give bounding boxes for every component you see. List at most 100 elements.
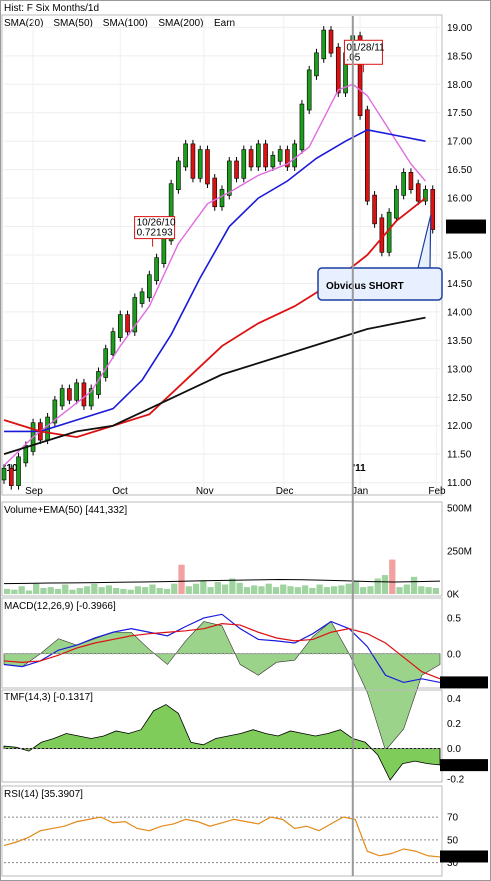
price-candle-19 xyxy=(139,291,145,304)
price-candle-25 xyxy=(183,143,188,168)
price-candle-30 xyxy=(219,189,225,208)
volume-bar-46 xyxy=(338,585,345,594)
volume-bar-1 xyxy=(11,589,18,594)
macd-y-axis: 0.5 0.0 -0.3966 xyxy=(440,613,488,689)
tmf-body xyxy=(3,704,441,781)
volume-bar-59 xyxy=(432,587,439,594)
macd-body xyxy=(3,613,441,752)
price-candle-54 xyxy=(394,189,399,219)
price-candle-37 xyxy=(270,154,276,168)
price-lines: 15.50 xyxy=(1,26,486,490)
volume-bar-16 xyxy=(120,588,127,594)
price-plot-frame xyxy=(1,14,443,496)
volume-bar-9 xyxy=(69,589,76,594)
price-ytick-13: 12.50 xyxy=(447,393,472,404)
volume-bar-19 xyxy=(142,587,149,594)
price-xtick-2: Nov xyxy=(196,486,214,497)
price-candle-58 xyxy=(423,189,428,202)
volume-bar-55 xyxy=(403,584,410,594)
price-legend: SMA(20) SMA(50) SMA(100) SMA(200) Earn xyxy=(4,18,235,29)
volume-bar-49 xyxy=(360,587,367,594)
volume-bar-29 xyxy=(214,581,221,594)
rsi-ytick-2: 30 xyxy=(447,858,459,869)
macd-line xyxy=(3,613,441,684)
price-candle-15 xyxy=(110,331,116,356)
price-candle-8 xyxy=(59,388,65,407)
price-candle-12 xyxy=(88,388,94,407)
price-ytick-3: 17.50 xyxy=(447,108,472,119)
legend-4: Earn xyxy=(214,18,235,29)
price-candle-16 xyxy=(117,314,123,338)
chart-title: Hist: F Six Months/1d xyxy=(4,3,99,14)
price-candle-40 xyxy=(292,143,297,168)
volume-panel: Volume+EMA(50) [441,332] 500M 250M 0K xyxy=(1,501,472,601)
rsi-line xyxy=(3,816,441,858)
volume-bar-52 xyxy=(381,575,389,594)
volume-bar-30 xyxy=(222,584,229,594)
tmf-ytick-0: 0.4 xyxy=(447,694,461,705)
rsi-last-tag xyxy=(440,850,488,863)
price-candle-26 xyxy=(190,143,196,179)
volume-bar-28 xyxy=(207,587,214,594)
macd-ytick-2: -0.3966 xyxy=(442,678,476,689)
last-price-label: 15.50 xyxy=(452,223,477,234)
macd-panel: MACD(12,26,9) [-0.3966] 0.5 0.0 -0.3966 xyxy=(1,597,488,752)
macd-ytick-0: 0.5 xyxy=(447,613,461,624)
macd-ytick-1: 0.0 xyxy=(447,649,461,660)
price-candle-10 xyxy=(74,382,79,401)
sma20-line xyxy=(3,83,427,467)
volume-bar-23 xyxy=(171,583,178,594)
volume-bar-33 xyxy=(243,587,251,594)
price-ytick-15: 11.50 xyxy=(447,450,472,461)
price-candle-50 xyxy=(365,109,370,202)
price-candle-3 xyxy=(23,445,29,464)
price-candle-59 xyxy=(430,189,436,230)
macd-last-tag xyxy=(440,676,488,689)
volume-bar-5 xyxy=(40,587,47,594)
earn-note-text-0-0: 10/26/10 xyxy=(137,218,176,229)
price-candle-36 xyxy=(263,143,268,168)
volume-bar-7 xyxy=(54,588,62,594)
price-ytick-6: 16.00 xyxy=(447,194,472,205)
price-candle-2 xyxy=(16,456,21,486)
legend-2: SMA(100) xyxy=(103,18,148,29)
volume-bar-31 xyxy=(229,578,236,594)
price-candle-22 xyxy=(161,234,167,264)
volume-bar-54 xyxy=(396,587,403,594)
price-candle-39 xyxy=(285,149,290,168)
volume-bar-4 xyxy=(33,583,40,594)
tmf-panel: TMF(14,3) [-0.1317] 0.4 0.2 0.0 -0.1317 -0.2 xyxy=(1,689,488,786)
volume-bar-43 xyxy=(316,584,323,594)
volume-bar-22 xyxy=(163,588,171,594)
rsi-plot-frame xyxy=(1,785,443,877)
price-ytick-4: 17.00 xyxy=(447,137,472,148)
macd-signal-line xyxy=(3,623,441,680)
price-candle-33 xyxy=(241,149,247,179)
macd-plot-frame xyxy=(1,597,443,689)
year-mark-1: '11 xyxy=(353,463,366,474)
volume-bar-8 xyxy=(62,584,69,594)
volume-bar-12 xyxy=(91,583,98,594)
volume-bar-10 xyxy=(76,587,83,594)
price-candle-46 xyxy=(335,46,341,94)
volume-bar-32 xyxy=(236,582,243,594)
price-candle-31 xyxy=(226,160,232,196)
volume-bar-25 xyxy=(185,586,192,594)
price-candle-7 xyxy=(52,399,58,424)
volume-bar-20 xyxy=(149,584,156,594)
legend-0: SMA(20) xyxy=(4,18,43,29)
volume-bar-53 xyxy=(389,559,396,594)
earn-note-box-0 xyxy=(134,216,176,240)
volume-ytick-2: 0K xyxy=(447,590,460,601)
tmf-ytick-1: 0.2 xyxy=(447,719,461,730)
callout-text: Obvious SHORT xyxy=(326,281,404,292)
volume-ytick-1: 250M xyxy=(447,547,472,558)
tmf-ytick-3: -0.1317 xyxy=(442,761,476,772)
price-candle-18 xyxy=(132,297,138,333)
sma100-line xyxy=(3,197,427,439)
volume-bar-50 xyxy=(367,586,374,594)
price-xtick-0: Sep xyxy=(25,486,43,497)
callout-box xyxy=(317,267,443,301)
